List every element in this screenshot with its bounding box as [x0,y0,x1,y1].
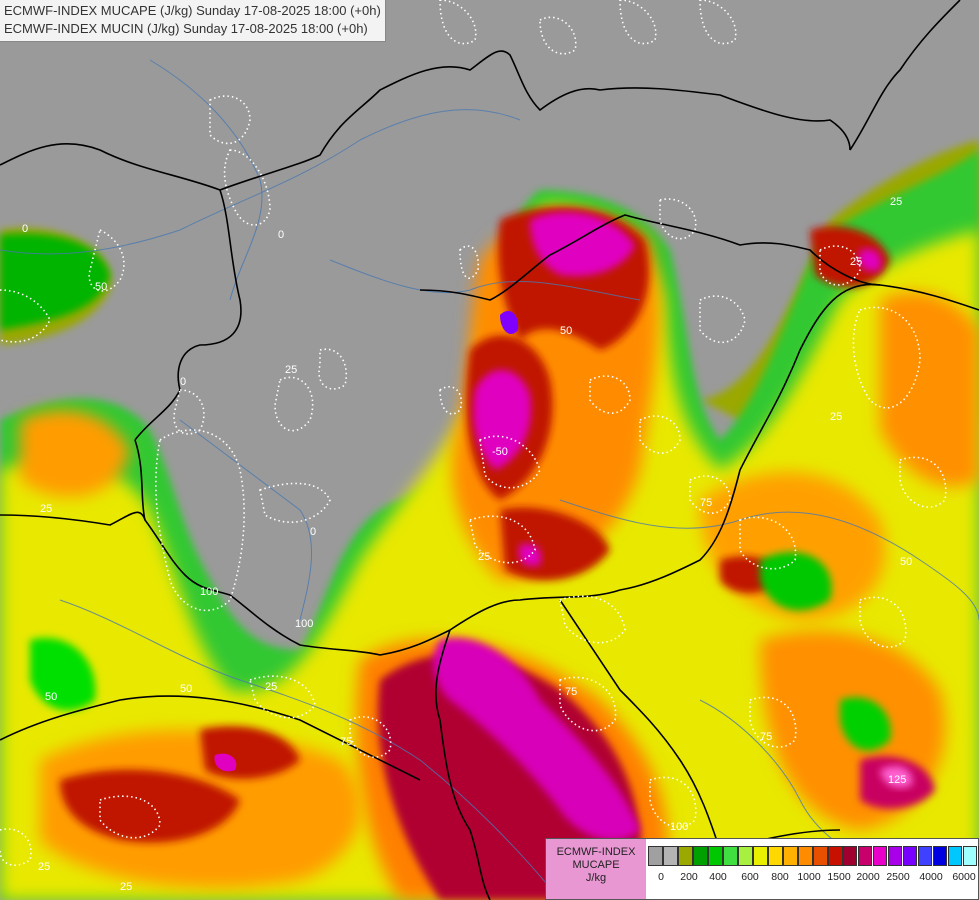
legend-tick-label: 2000 [856,871,880,883]
legend-swatch [842,846,858,866]
cin-label: 25 [285,364,297,376]
cin-label: 25 [265,681,277,693]
legend-tick-label: 200 [680,871,698,883]
cin-label: 100 [200,586,218,598]
legend-tick-label: 2500 [886,871,910,883]
mucape-field [0,140,979,900]
cin-label: 50 [180,683,192,695]
legend-swatch [662,846,678,866]
cin-label: 50 [900,556,912,568]
legend-swatch [962,846,978,866]
legend-source: ECMWF-INDEX [556,846,636,858]
cin-label: 50 [95,281,107,293]
cin-label: 75 [565,686,577,698]
legend-swatch [917,846,933,866]
cin-label: 50 [45,691,57,703]
legend-swatch [887,846,903,866]
cin-label: -50 [492,446,508,458]
legend-swatch [677,846,693,866]
legend-ticks: 0 200 400 600 800 1000 1500 2000 2500 4000 6000 [646,871,976,887]
cin-label: 0 [22,223,28,235]
map-title: ECMWF-INDEX MUCAPE (J/kg) Sunday 17-08-2… [0,0,386,42]
legend-swatch [737,846,753,866]
color-legend: ECMWF-INDEX MUCAPE J/kg 0 200 400 600 800 100… [545,838,979,900]
legend-tick-label: 600 [741,871,759,883]
legend-swatch [722,846,738,866]
legend-tick-label: 800 [771,871,789,883]
legend-swatch [707,846,723,866]
cin-label: 25 [120,881,132,893]
legend-swatch [872,846,888,866]
legend-unit: J/kg [585,872,607,884]
legend-swatch [782,846,798,866]
cin-label: 25 [38,861,50,873]
cin-label: 25 [890,196,902,208]
title-mucin: ECMWF-INDEX MUCIN (J/kg) Sunday 17-08-20… [4,21,368,36]
cin-label: 50 [560,325,572,337]
legend-swatch [767,846,783,866]
legend-swatch [977,846,979,866]
legend-tick-label: 0 [658,871,664,883]
legend-tick-label: 1000 [797,871,821,883]
legend-variable: MUCAPE [572,859,620,871]
legend-swatch [902,846,918,866]
cin-label: 100 [295,618,313,630]
cin-label: 25 [40,503,52,515]
cin-label: 75 [760,731,772,743]
mucin-contours [0,0,947,866]
title-mucape: ECMWF-INDEX MUCAPE (J/kg) Sunday 17-08-2… [4,3,381,18]
cin-label: 0 [278,229,284,241]
legend-swatch [812,846,828,866]
cin-label: 25 [478,551,490,563]
cin-label: 25 [830,411,842,423]
legend-label: ECMWF-INDEX MUCAPE J/kg [546,839,646,899]
cin-label: 75 [700,497,712,509]
cin-label: 0 [310,526,316,538]
legend-swatch [857,846,873,866]
legend-tick-label: 400 [709,871,727,883]
legend-tick-label: 6000 [952,871,976,883]
legend-swatch [692,846,708,866]
cin-label: 75 [340,736,352,748]
cin-label: 100 [670,821,688,833]
legend-swatch [932,846,948,866]
legend-tick-label: 4000 [919,871,943,883]
legend-swatch [752,846,768,866]
legend-swatch [648,846,663,866]
mucin-labels: 0 0 0 0 25 50 -50 25 25 75 50 100 25 50 … [22,196,912,893]
cin-label: 25 [850,256,862,268]
cin-label: 0 [180,376,186,388]
cin-label: 125 [888,774,906,786]
legend-swatch [827,846,843,866]
legend-tick-label: 1500 [827,871,851,883]
legend-swatch [797,846,813,866]
legend-swatches [648,846,979,866]
legend-swatch [947,846,963,866]
